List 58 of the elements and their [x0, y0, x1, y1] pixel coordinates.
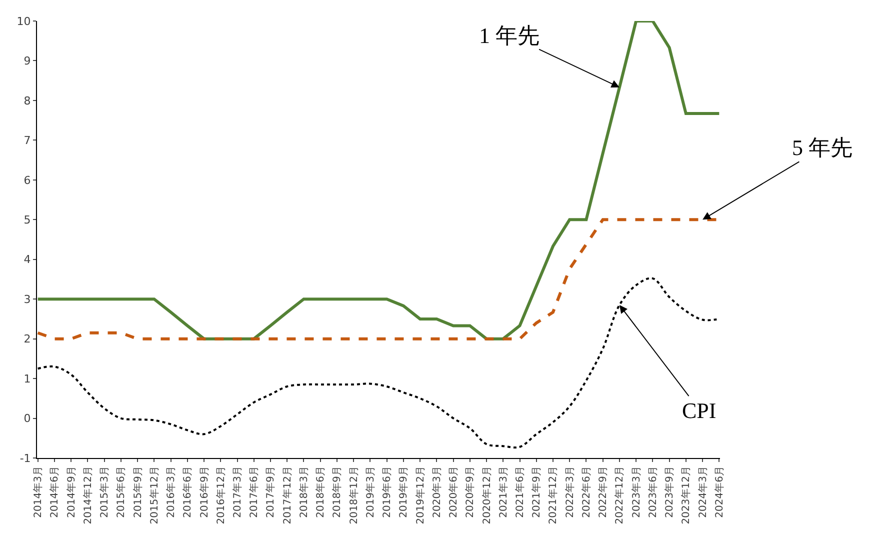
x-tick-label: 2024年6月 [713, 466, 726, 518]
y-tick-label: 7 [24, 134, 31, 148]
x-tick-label: 2019年6月 [381, 466, 394, 518]
y-tick-label: 3 [24, 292, 31, 306]
x-tick-label: 2020年12月 [480, 466, 493, 524]
x-tick-label: 2022年3月 [564, 466, 576, 518]
x-tick-label: 2021年12月 [547, 466, 560, 524]
y-tick-label: 0 [24, 412, 31, 426]
x-tick-label: 2018年3月 [298, 466, 310, 518]
x-tick-label: 2015年9月 [132, 466, 144, 518]
x-tick-label: 2022年9月 [597, 466, 610, 518]
line-series [37, 21, 720, 340]
x-tick-label: 2019年3月 [364, 466, 376, 518]
y-tick-label: 6 [24, 174, 31, 187]
y-tick-label: 2 [24, 332, 31, 346]
x-tick-label: 2016年3月 [165, 466, 178, 518]
y-tick-label: 10 [16, 14, 31, 28]
annotation: 5 年先 [792, 135, 852, 160]
annotation: 1 年先 [479, 23, 540, 48]
x-tick-label: 2016年12月 [214, 466, 227, 524]
x-tick-label: 2015年12月 [148, 466, 160, 524]
y-tick-label: 5 [24, 213, 31, 226]
x-tick-label: 2021年3月 [497, 466, 510, 518]
y-tick-label: -1 [20, 452, 31, 465]
x-tick-label: 2017年12月 [281, 466, 294, 524]
x-tick-label: 2020年3月 [430, 466, 443, 518]
x-tick-label: 2023年12月 [680, 466, 692, 524]
x-tick-label: 2023年6月 [646, 466, 659, 518]
x-tick-label: 2018年9月 [331, 466, 344, 518]
x-tick-label: 2023年9月 [664, 466, 676, 518]
x-tick-label: 2022年12月 [614, 466, 626, 524]
x-tick-label: 2021年9月 [530, 466, 543, 518]
annotation: CPI [682, 398, 716, 423]
x-tick-label: 2018年6月 [314, 466, 327, 518]
x-tick-label: 2024年3月 [696, 466, 709, 518]
x-tick-label: 2020年6月 [448, 466, 460, 518]
x-tick-label: 2017年9月 [264, 466, 277, 518]
x-tick-label: 2017年6月 [248, 466, 260, 518]
x-tick-label: 2016年9月 [198, 466, 210, 518]
x-tick-label: 2022年6月 [580, 466, 592, 518]
x-tick-label: 2020年9月 [464, 466, 476, 518]
x-tick-label: 2014年9月 [65, 466, 78, 518]
x-tick-label: 2014年6月 [48, 466, 61, 518]
x-tick-label: 2017年3月 [232, 466, 244, 518]
x-tick-label: 2019年9月 [398, 466, 410, 518]
x-tick-label: 2018年12月 [348, 466, 360, 524]
x-tick-label: 2019年12月 [414, 466, 426, 524]
x-tick-label: 2021年6月 [514, 466, 526, 518]
x-tick-label: 2016年6月 [182, 466, 194, 518]
y-tick-label: 8 [24, 94, 31, 108]
x-tick-label: 2023年3月 [630, 466, 642, 518]
y-tick-label: 9 [24, 54, 31, 68]
x-tick-label: 2015年3月 [98, 466, 111, 518]
y-tick-label: 4 [24, 253, 31, 266]
x-tick-label: 2014年12月 [82, 466, 94, 524]
x-tick-label: 2015年6月 [115, 466, 128, 518]
y-tick-label: 1 [24, 372, 31, 386]
x-tick-label: 2014年3月 [32, 466, 44, 518]
